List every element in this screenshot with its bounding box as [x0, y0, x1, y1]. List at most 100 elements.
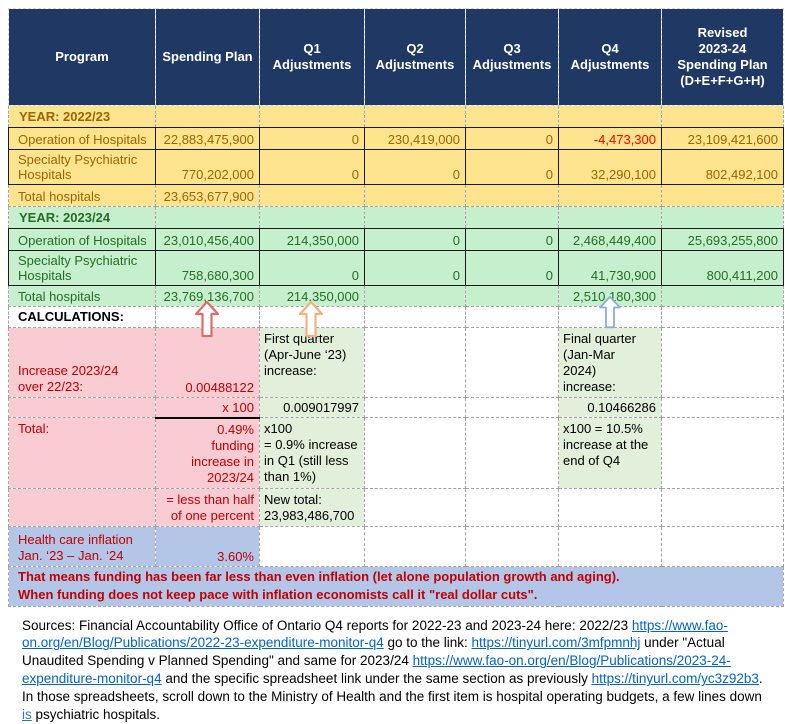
empty-cell [9, 488, 156, 526]
empty-cell [466, 307, 559, 328]
cell-total-spending: 23,653,677,900 [156, 185, 260, 207]
empty-cell [365, 106, 466, 128]
table-row: Operation of Hospitals 22,883,475,900 0 … [9, 128, 784, 150]
cell-program: Specialty Psychiatric Hospitals [9, 150, 156, 185]
empty-cell [365, 526, 466, 566]
empty-cell [466, 328, 559, 398]
header-row: Program Spending Plan Q1 Adjustments Q2 … [9, 9, 784, 106]
empty-cell [365, 328, 466, 398]
q4-increase-value: 0.10466286 [559, 398, 662, 418]
empty-cell [466, 418, 559, 489]
column-header-program: Program [9, 9, 156, 106]
table-row: Specialty Psychiatric Hospitals 770,202,… [9, 150, 784, 185]
sources-text: Sources: Financial Accountability Office… [22, 617, 773, 724]
cell-program: Specialty Psychiatric Hospitals [9, 251, 156, 286]
cell-spending-plan: 758,680,300 [156, 251, 260, 286]
cell-q1: 0 [260, 251, 365, 286]
cell-spending-plan: 770,202,000 [156, 150, 260, 185]
cell-spending-plan: 23,010,456,400 [156, 229, 260, 251]
increase-label: Increase 2023/24 over 22/23: [9, 328, 156, 398]
table-row: Specialty Psychiatric Hospitals 758,680,… [9, 251, 784, 286]
q1-increase-value: 0.009017997 [260, 398, 365, 418]
empty-cell [662, 398, 784, 418]
year-row-2023-24: YEAR: 2023/24 [9, 207, 784, 229]
empty-cell [662, 307, 784, 328]
cell-q3: 0 [466, 128, 559, 150]
empty-cell [466, 398, 559, 418]
increase-value: 0.00488122 [156, 328, 260, 398]
banner-line-1: That means funding has been far less tha… [18, 568, 779, 586]
empty-cell [662, 488, 784, 526]
empty-cell [260, 207, 365, 229]
empty-cell [365, 488, 466, 526]
empty-cell [559, 526, 662, 566]
up-arrow-blue-icon [598, 295, 622, 329]
source-link[interactable]: https://tinyurl.com/yc3z92b3 [592, 671, 759, 686]
q1-note: x100 = 0.9% increase in Q1 (still less t… [260, 418, 365, 489]
table-row: Operation of Hospitals 23,010,456,400 21… [9, 229, 784, 251]
empty-cell [260, 106, 365, 128]
q1-increase-label: First quarter (Apr-June ‘23) increase: [260, 328, 365, 398]
empty-cell [559, 488, 662, 526]
x100-label: x 100 [156, 398, 260, 418]
empty-cell [662, 418, 784, 489]
cell-q2: 230,419,000 [365, 128, 466, 150]
q1-new-total: New total: 23,983,486,700 [260, 488, 365, 526]
cell-q3: 0 [466, 251, 559, 286]
total-calc-label: Total: [9, 418, 156, 489]
spending-table: Program Spending Plan Q1 Adjustments Q2 … [8, 8, 784, 607]
column-header-q2-adjustments: Q2 Adjustments [365, 9, 466, 106]
empty-cell [466, 488, 559, 526]
up-arrow-orange-icon [298, 300, 324, 338]
cell-revised: 25,693,255,800 [662, 229, 784, 251]
empty-cell [662, 526, 784, 566]
cell-q1: 214,350,000 [260, 229, 365, 251]
cell-q3: 0 [466, 229, 559, 251]
empty-cell [365, 418, 466, 489]
year-label: YEAR: 2023/24 [9, 207, 156, 229]
cell-q2: 0 [365, 251, 466, 286]
column-header-q3-adjustments: Q3 Adjustments [466, 9, 559, 106]
cell-revised: 800,411,200 [662, 251, 784, 286]
cell-total-label: Total hospitals [9, 185, 156, 207]
year-label: YEAR: 2022/23 [9, 106, 156, 128]
empty-cell [9, 398, 156, 418]
cell-spending-plan: 22,883,475,900 [156, 128, 260, 150]
total-row-2022-23: Total hospitals 23,653,677,900 [9, 185, 784, 207]
underlined-word: is [22, 707, 32, 722]
cell-total-label: Total hospitals [9, 286, 156, 307]
empty-cell [559, 185, 662, 207]
empty-cell [662, 106, 784, 128]
cell-q2: 0 [365, 150, 466, 185]
calc-row-lessthan: = less than half of one percent New tota… [9, 488, 784, 526]
q4-increase-label: Final quarter (Jan-Mar 2024) increase: [559, 328, 662, 398]
column-header-revised-plan: Revised 2023-24 Spending Plan (D+E+F+G+H… [662, 9, 784, 106]
cell-revised: 802,492,100 [662, 150, 784, 185]
column-header-spending-plan: Spending Plan [156, 9, 260, 106]
source-text-segment: go to the link: [384, 635, 472, 650]
calc-row-x100: x 100 0.009017997 0.10466286 [9, 398, 784, 418]
calculations-title: CALCULATIONS: [9, 307, 156, 328]
source-text-segment: Sources: Financial Accountability Office… [22, 618, 632, 633]
source-text-segment: psychiatric hospitals. [32, 707, 160, 722]
empty-cell [559, 207, 662, 229]
conclusion-banner-row: That means funding has been far less tha… [9, 566, 784, 606]
cell-q4: 32,290,100 [559, 150, 662, 185]
empty-cell [662, 207, 784, 229]
empty-cell [662, 185, 784, 207]
cell-q1: 0 [260, 150, 365, 185]
empty-cell [466, 286, 559, 307]
cell-q4: 41,730,900 [559, 251, 662, 286]
empty-cell [365, 286, 466, 307]
empty-cell [365, 307, 466, 328]
total-row-2023-24: Total hospitals 23,769,136,700 214,350,0… [9, 286, 784, 307]
empty-cell [260, 526, 365, 566]
column-header-q1-adjustments: Q1 Adjustments [260, 9, 365, 106]
cell-q3: 0 [466, 150, 559, 185]
calculations-row: CALCULATIONS: [9, 307, 784, 328]
less-than-half-note: = less than half of one percent [156, 488, 260, 526]
empty-cell [156, 207, 260, 229]
cell-q4: 2,468,449,400 [559, 229, 662, 251]
inflation-label: Health care inflation Jan. ‘23 – Jan. ‘2… [9, 526, 156, 566]
source-link[interactable]: https://tinyurl.com/3mfpmnhj [472, 635, 641, 650]
